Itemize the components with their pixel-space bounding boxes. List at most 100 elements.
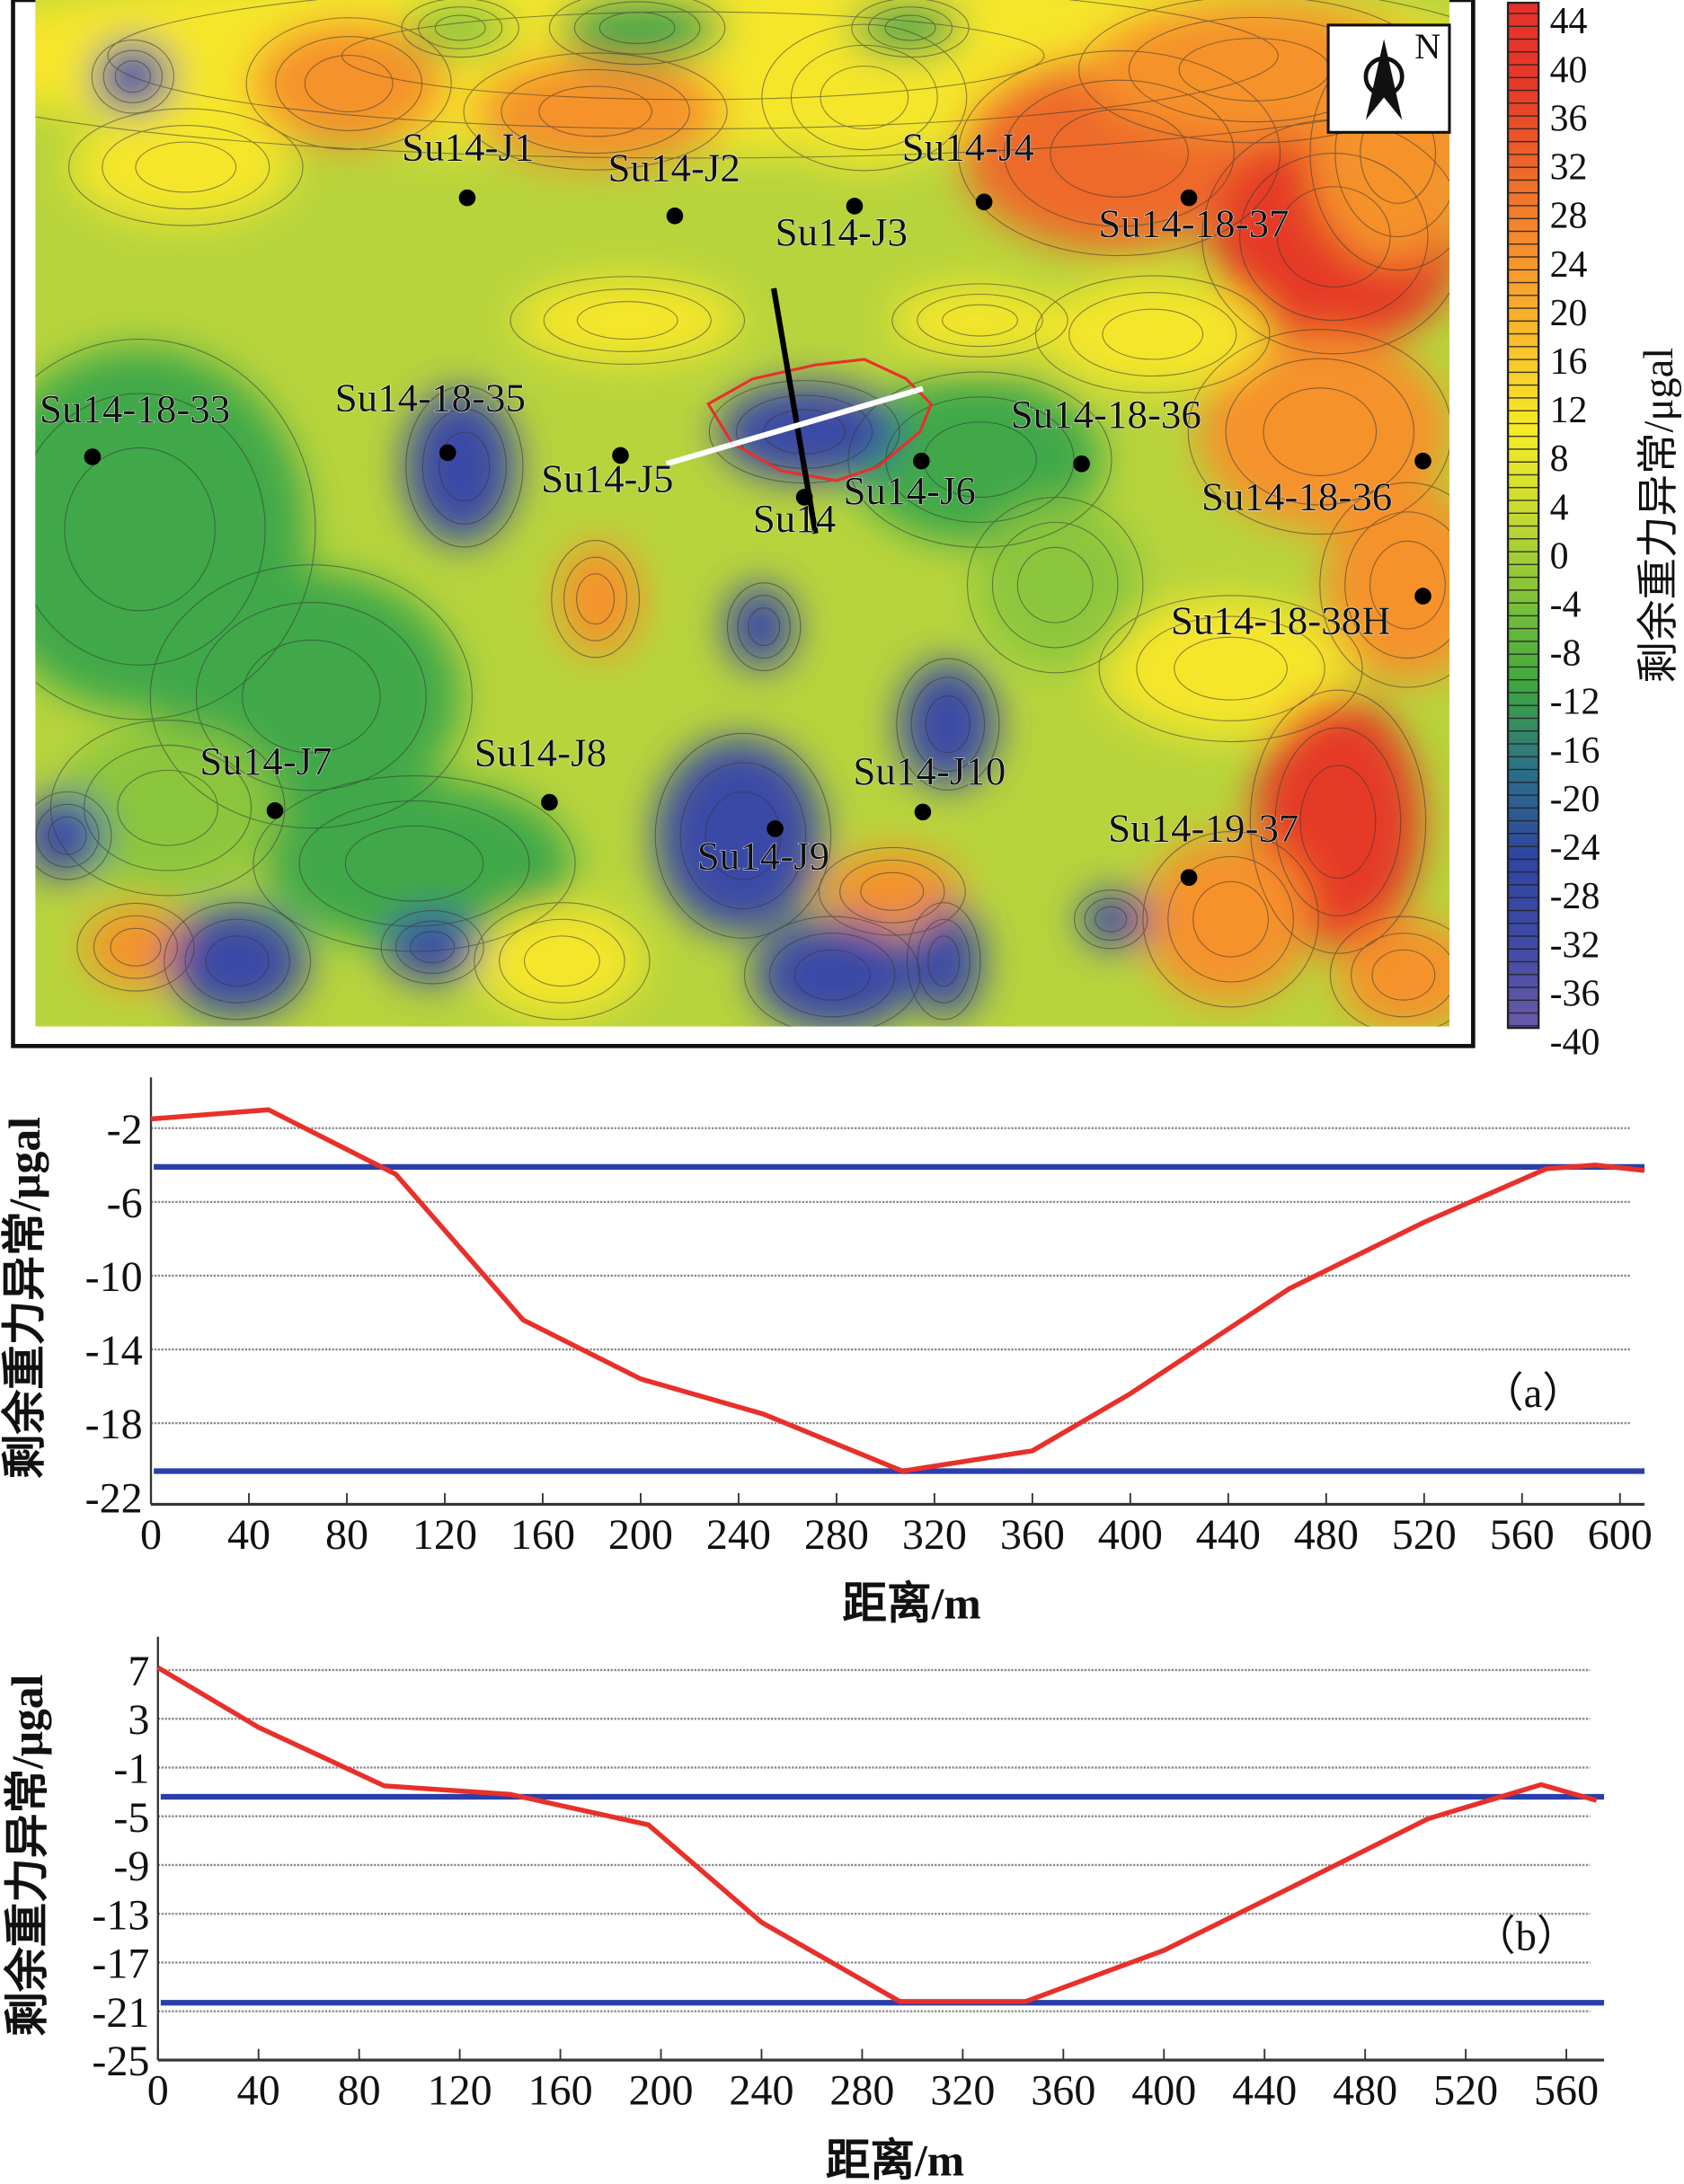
colorbar-tick-label: 20 xyxy=(1550,293,1588,334)
contour xyxy=(275,36,423,131)
anomaly-outline xyxy=(706,358,934,482)
x-tick-label: 200 xyxy=(628,2067,693,2115)
x-axis-title: 距离/m xyxy=(842,1579,980,1629)
colorbar-tick-label: -16 xyxy=(1550,730,1600,772)
colorbar-tick-label: -36 xyxy=(1550,973,1600,1014)
colorbar-tick-label: 4 xyxy=(1550,487,1569,528)
contour xyxy=(910,676,986,773)
well-dot-icon xyxy=(666,208,684,225)
colorbar-tick-label: -32 xyxy=(1550,924,1600,966)
well-dot-icon xyxy=(1180,869,1198,887)
well-marker[interactable]: Su14 xyxy=(752,489,837,542)
contour xyxy=(434,14,486,41)
well-marker[interactable]: Su14-18-36 xyxy=(1010,392,1201,473)
well-marker[interactable]: Su14-J7 xyxy=(199,738,332,819)
well-dot-icon xyxy=(795,489,813,506)
well-dot-icon xyxy=(914,803,932,821)
well-marker[interactable]: Su14-J2 xyxy=(607,145,740,225)
contour xyxy=(245,17,452,150)
well-label: Su14-18-36 xyxy=(1011,392,1201,437)
contour xyxy=(737,595,791,659)
well-marker[interactable]: Su14-18-33 xyxy=(40,385,231,465)
x-tick-label: 560 xyxy=(1490,1511,1555,1559)
x-tick-label: 520 xyxy=(1392,1511,1457,1559)
profile-chart-b: 73-1-5-9-13-17-21-250 40 80 120 160 200 240 280… xyxy=(3,1636,1605,2184)
contour xyxy=(1239,152,1429,322)
anomaly-region xyxy=(167,905,307,1017)
panel-label: （b） xyxy=(1474,1914,1578,1960)
contour xyxy=(48,816,87,855)
x-tick-label: 80 xyxy=(325,1511,368,1559)
anomaly-region xyxy=(975,501,1143,669)
contour xyxy=(927,935,961,987)
contour xyxy=(1299,765,1377,880)
well-label: Su14-J6 xyxy=(844,468,976,513)
contour xyxy=(573,1,701,55)
well-marker[interactable]: Su14-19-37 xyxy=(1108,805,1299,887)
well-label: Su14-J5 xyxy=(541,455,673,500)
well-marker[interactable]: Su14-J3 xyxy=(775,198,908,254)
contour xyxy=(418,6,503,49)
contour xyxy=(748,607,781,647)
x-tick-label: 400 xyxy=(1098,1511,1163,1559)
well-marker[interactable]: Su14-J5 xyxy=(541,447,674,501)
contour xyxy=(1369,540,1446,630)
contour xyxy=(253,775,576,952)
x-tick-label: 280 xyxy=(804,1511,869,1559)
contour xyxy=(1004,79,1235,227)
contour xyxy=(966,496,1144,674)
anomaly-region xyxy=(84,905,196,989)
well-label: Su14-19-37 xyxy=(1108,805,1298,850)
x-tick-label: 440 xyxy=(1232,2067,1297,2115)
y-axis-title: 剩余重力异常/μgal xyxy=(3,1675,52,2037)
colorbar-tick-label: -20 xyxy=(1550,779,1600,820)
contour xyxy=(117,769,218,846)
colorbar-tick-label: -28 xyxy=(1550,876,1600,917)
contour xyxy=(917,293,1043,348)
contour xyxy=(304,55,394,112)
well-label: Su14-J2 xyxy=(608,146,740,190)
contour xyxy=(654,732,832,939)
contour xyxy=(1095,906,1128,933)
contour xyxy=(135,141,237,193)
well-label: Su14-J4 xyxy=(902,124,1034,169)
well-marker[interactable]: Su14-18-38H xyxy=(1170,588,1431,643)
well-marker[interactable]: Su14-18-36 xyxy=(1201,452,1431,519)
contour xyxy=(538,85,652,137)
anomaly-region xyxy=(822,849,962,933)
colorbar-tick-label: 28 xyxy=(1550,196,1588,237)
contour xyxy=(743,915,921,1027)
well-marker[interactable]: Su14-J4 xyxy=(901,124,1035,211)
well-label: Su14-18-36 xyxy=(1201,473,1392,518)
anomaly-region xyxy=(70,111,294,224)
colorbar-tick-label: 16 xyxy=(1550,341,1588,383)
contour xyxy=(114,60,151,93)
x-tick-label: 320 xyxy=(902,1511,967,1559)
profile-chart-a: -2 -6 -10 -14 -18 -220 40 80 120 160 200 240 280 320 3… xyxy=(0,1077,1653,1629)
y-tick-label: -6 xyxy=(107,1180,143,1227)
well-dot-icon xyxy=(1414,452,1431,470)
well-marker[interactable]: Su14-18-35 xyxy=(334,375,526,462)
well-label: Su14-18-37 xyxy=(1098,201,1289,246)
series-line xyxy=(150,1107,1645,1474)
y-tick-label: -13 xyxy=(92,1891,149,1939)
wells: Su14-J1 Su14-J2 Su14-J3 Su14-J4 Su14-18-37 Su… xyxy=(40,124,1431,887)
well-marker[interactable]: Su14-18-37 xyxy=(1098,189,1290,246)
contour xyxy=(35,0,1449,159)
contour xyxy=(1263,387,1378,476)
well-marker[interactable]: Su14-J6 xyxy=(843,452,976,514)
well-marker[interactable]: Su14-J9 xyxy=(696,820,830,879)
contour xyxy=(884,14,936,41)
contour xyxy=(598,12,676,44)
colorbar-tick-label: 0 xyxy=(1550,535,1569,577)
contour xyxy=(820,66,909,129)
x-tick-label: 360 xyxy=(1000,1511,1065,1559)
well-marker[interactable]: Su14-J1 xyxy=(402,124,535,207)
well-dot-icon xyxy=(612,447,629,464)
y-tick-label: -2 xyxy=(107,1106,143,1154)
well-marker[interactable]: Su14-J8 xyxy=(474,729,607,811)
well-marker[interactable]: Su14-J10 xyxy=(853,747,1006,821)
well-dot-icon xyxy=(846,198,864,215)
colorbar-tick-label: 24 xyxy=(1550,244,1588,286)
contour xyxy=(1225,358,1414,506)
